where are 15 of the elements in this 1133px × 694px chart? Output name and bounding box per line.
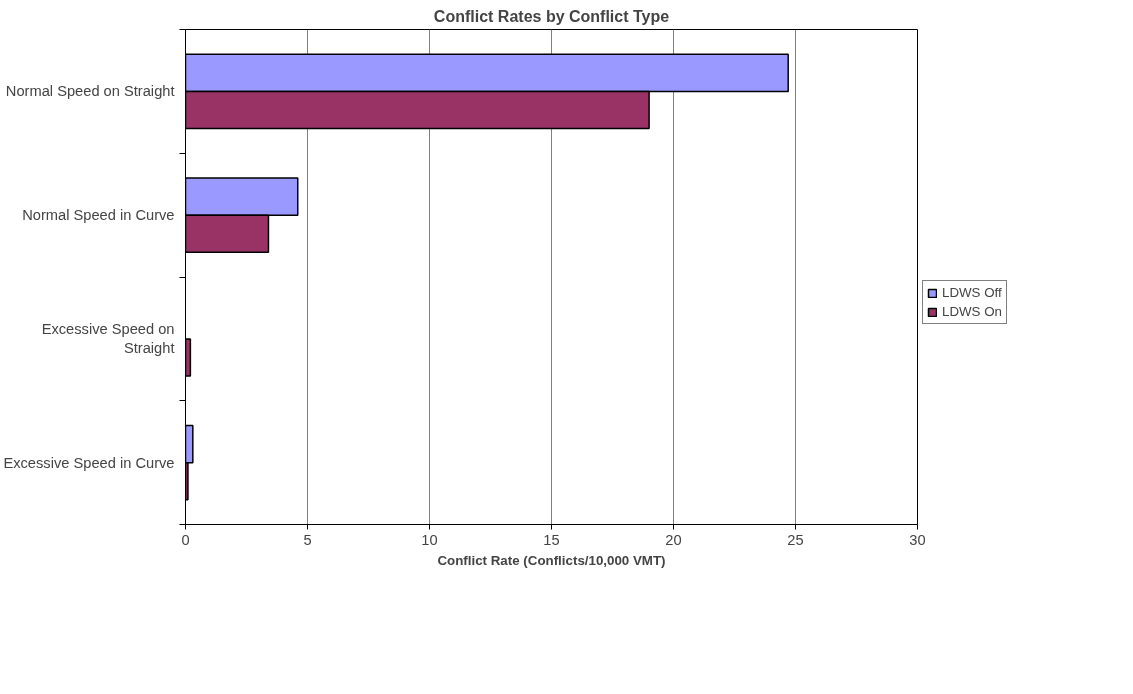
x-tick-label: 5 <box>303 531 312 548</box>
legend-label: LDWS Off <box>942 285 1002 300</box>
x-tick-label: 15 <box>543 531 560 548</box>
chart-title: Conflict Rates by Conflict Type <box>433 7 670 25</box>
x-tick-label: 0 <box>181 531 190 548</box>
x-tick-label: 25 <box>787 531 804 548</box>
x-tick-label: 20 <box>665 531 682 548</box>
y-tick-label: Normal Speed on Straight <box>5 83 175 100</box>
x-tick-label: 30 <box>909 531 926 548</box>
y-tick-label: Excessive Speed in Curve <box>3 454 175 471</box>
x-tick-label: 10 <box>421 531 438 548</box>
y-tick-label: Excessive Speed on Straight <box>41 321 175 357</box>
y-tick-label: Normal Speed in Curve <box>22 207 175 224</box>
x-axis-title: Conflict Rate (Conflicts/10,000 VMT) <box>437 552 666 568</box>
legend-label: LDWS On <box>942 304 1002 319</box>
